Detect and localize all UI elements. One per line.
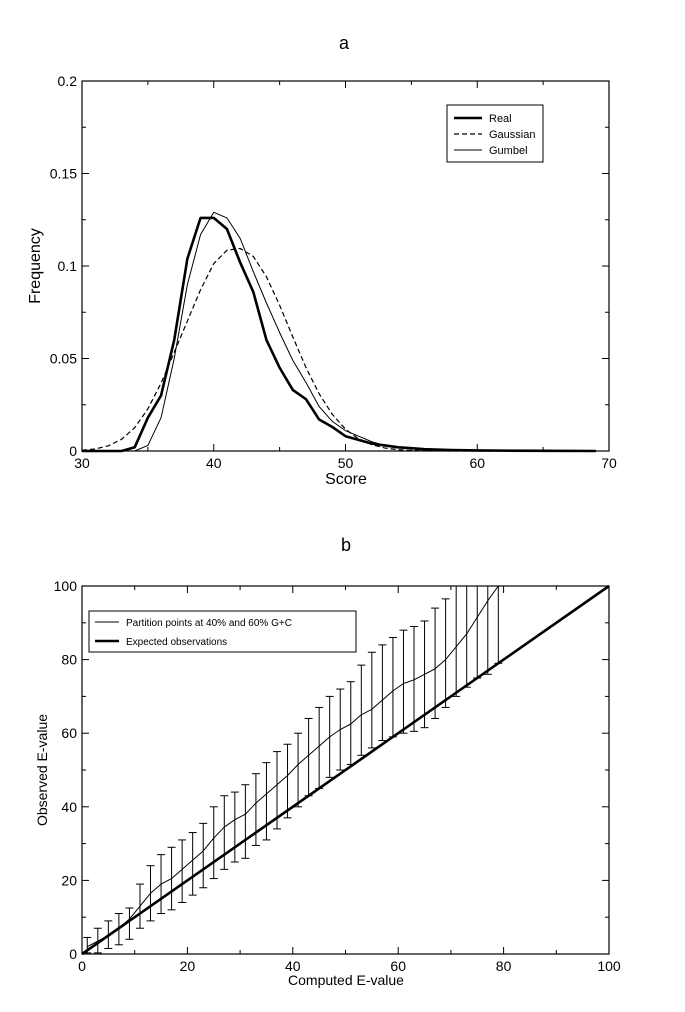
panel-b-y-tick-label: 0 xyxy=(69,946,77,962)
panel-b-x-axis-label: Computed E-value xyxy=(288,972,404,988)
panel-b-series xyxy=(81,584,610,956)
panel-b-x-tick-label: 20 xyxy=(180,958,196,974)
panel-a-legend: Real Gaussian Gumbel xyxy=(446,104,544,163)
panel-b-x-tick-label: 100 xyxy=(597,958,621,974)
legend-gaussian-label: Gaussian xyxy=(489,129,535,141)
panel-a: a 30 40 50 60 70 0 0.05 0.1 0.15 0.2 Score Freque… xyxy=(27,33,617,488)
panel-b-y-tick-label: 60 xyxy=(61,725,77,741)
legend-partition-label: Partition points at 40% and 60% G+C xyxy=(126,618,292,629)
panel-a-label: a xyxy=(339,33,350,53)
panel-b: b 0 20 40 60 80 100 0 20 40 60 80 100 Computed E-va… xyxy=(34,535,621,988)
legend-gumbel-label: Gumbel xyxy=(489,145,528,157)
panel-b-label: b xyxy=(341,535,351,555)
panel-a-x-tick-label: 40 xyxy=(206,455,222,471)
panel-a-series xyxy=(81,211,596,453)
panel-a-x-tick-label: 60 xyxy=(469,455,485,471)
panel-b-series-line-partition-points-at-40-and-60-g-c xyxy=(87,585,499,948)
panel-b-y-axis-label: Observed E-value xyxy=(34,714,50,826)
panel-b-y-tick-label: 20 xyxy=(61,872,77,888)
panel-a-series-line-real xyxy=(82,216,596,453)
legend-expected-label: Expected observations xyxy=(126,637,227,648)
panel-b-x-tick-label: 0 xyxy=(78,958,86,974)
panel-b-y-tick-label: 80 xyxy=(61,652,77,668)
panel-a-y-tick-label: 0.2 xyxy=(58,73,78,89)
panel-a-y-tick-label: 0.1 xyxy=(58,258,78,274)
panel-a-x-tick-label: 70 xyxy=(601,455,617,471)
panel-a-series-line-gumbel xyxy=(82,211,596,452)
panel-b-legend-box xyxy=(88,610,357,653)
panel-b-ticks: 0 20 40 60 80 100 0 20 40 60 80 100 xyxy=(54,578,621,974)
panel-b-series-line-expected-observations xyxy=(81,584,610,956)
panel-b-x-tick-label: 60 xyxy=(390,958,406,974)
panel-a-series-line-gaussian xyxy=(81,247,596,452)
panel-a-y-tick-label: 0 xyxy=(69,443,77,459)
panel-b-x-tick-label: 40 xyxy=(285,958,301,974)
panel-a-y-axis-label: Frequency xyxy=(27,228,44,304)
panel-b-legend: Partition points at 40% and 60% G+C Expe… xyxy=(88,610,357,653)
panel-b-y-tick-label: 100 xyxy=(54,578,78,594)
panel-b-x-tick-label: 80 xyxy=(496,958,512,974)
legend-real-label: Real xyxy=(489,113,512,125)
panel-a-x-tick-label: 50 xyxy=(338,455,354,471)
panel-a-y-tick-label: 0.15 xyxy=(50,166,77,182)
panel-a-x-tick-label: 30 xyxy=(74,455,90,471)
panel-a-y-tick-label: 0.05 xyxy=(50,351,77,367)
panel-a-x-axis-label: Score xyxy=(325,471,367,488)
panel-b-y-tick-label: 40 xyxy=(61,799,77,815)
